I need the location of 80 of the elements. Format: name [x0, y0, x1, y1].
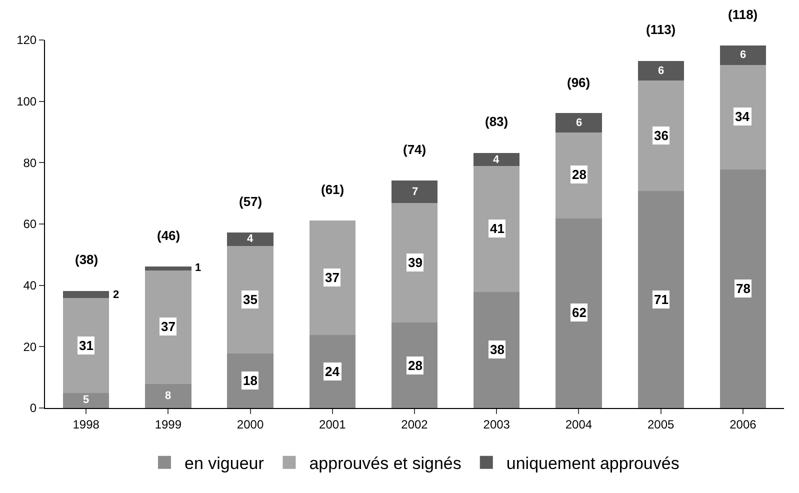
- data-label: 18: [243, 373, 258, 388]
- data-label: 39: [408, 255, 422, 270]
- bar: [720, 46, 766, 66]
- y-tick-label: 80: [23, 156, 37, 170]
- legend-label: approuvés et signés: [309, 454, 462, 473]
- data-label: 62: [572, 305, 586, 320]
- data-label: 8: [165, 390, 172, 402]
- bar: [227, 244, 274, 354]
- bar: [474, 152, 520, 166]
- data-label: 6: [658, 65, 664, 77]
- y-tick-label: 20: [23, 340, 37, 354]
- data-label: 2: [113, 289, 120, 301]
- data-label: 4: [493, 154, 500, 166]
- total-label: (96): [567, 75, 590, 90]
- data-label: 24: [325, 364, 340, 379]
- bar: [227, 352, 274, 408]
- y-tick-label: 60: [23, 217, 37, 232]
- data-label: 4: [247, 233, 254, 245]
- data-label: 35: [243, 292, 258, 307]
- total-label: (61): [321, 182, 344, 197]
- bar: [309, 220, 356, 335]
- bar: [391, 322, 438, 408]
- x-tick-label: 1998: [72, 417, 100, 432]
- bar: [309, 334, 356, 408]
- bar: [474, 290, 520, 408]
- data-label: 38: [490, 342, 504, 357]
- total-label: (83): [485, 114, 508, 129]
- bar: [227, 232, 274, 246]
- bar: [556, 132, 602, 218]
- bar: [145, 382, 192, 408]
- data-label: 7: [412, 186, 418, 198]
- data-label: 1: [195, 262, 202, 274]
- data-label: 28: [572, 167, 586, 182]
- bar: [62, 297, 110, 394]
- bar: [145, 266, 192, 270]
- bar: [638, 190, 684, 408]
- data-label: 5: [83, 394, 90, 406]
- bar: [638, 79, 684, 191]
- bar: [556, 217, 602, 408]
- data-label: 41: [490, 221, 504, 236]
- legend-label: en vigueur: [184, 454, 264, 473]
- x-tick-label: 2004: [565, 417, 592, 432]
- data-label: 37: [325, 270, 340, 285]
- data-label: 36: [654, 128, 668, 143]
- y-tick-label: 0: [30, 401, 37, 416]
- y-tick-label: 40: [23, 278, 37, 293]
- bar: [145, 270, 192, 384]
- x-tick-label: 2002: [401, 417, 428, 432]
- bar: [474, 165, 520, 292]
- data-label: 71: [654, 292, 668, 307]
- bar: [720, 168, 766, 408]
- total-label: (118): [728, 7, 758, 22]
- bar: [720, 64, 766, 170]
- bar: [391, 180, 438, 204]
- total-label: (46): [157, 228, 180, 243]
- data-label: 31: [79, 338, 94, 353]
- x-tick-label: 2005: [647, 417, 674, 432]
- y-tick-label: 100: [16, 94, 37, 109]
- data-label: 78: [736, 281, 750, 296]
- x-tick-label: 2000: [236, 417, 264, 432]
- bar: [556, 113, 602, 132]
- total-label: (38): [75, 252, 98, 267]
- legend-label: uniquement approuvés: [506, 454, 680, 473]
- bar: [638, 60, 684, 80]
- data-label: 34: [735, 109, 750, 124]
- bar: [62, 290, 110, 298]
- x-tick-label: 2006: [730, 417, 757, 432]
- total-label: (113): [646, 22, 676, 37]
- y-tick-label: 120: [16, 33, 37, 48]
- data-label: 28: [408, 358, 422, 373]
- bar: [62, 392, 110, 408]
- total-label: (74): [403, 142, 426, 157]
- total-label: (57): [239, 194, 262, 209]
- x-tick-label: 2001: [319, 417, 346, 432]
- data-label: 37: [161, 319, 176, 334]
- data-label: 6: [576, 117, 582, 129]
- data-label: 6: [740, 49, 746, 61]
- x-tick-label: 2003: [483, 417, 510, 432]
- x-tick-label: 1999: [154, 417, 182, 432]
- bar: [391, 202, 438, 323]
